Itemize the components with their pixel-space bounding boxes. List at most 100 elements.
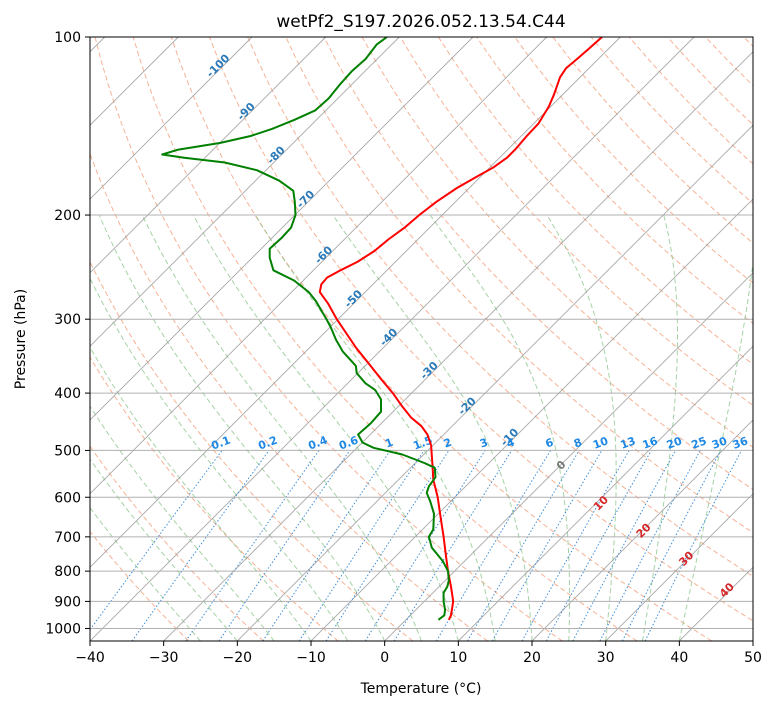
dry-adiabat-line: [437, 37, 753, 365]
x-tick-label: −10: [296, 650, 326, 666]
plot-frame: [89, 36, 754, 642]
y-tick-label: 700: [54, 530, 81, 546]
dry-adiabat-line: [94, 37, 563, 641]
mixing-ratio-line: [185, 450, 320, 641]
x-tick-label: 20: [523, 650, 541, 666]
isotherm-line: [90, 37, 327, 274]
moist-adiabat-line: [546, 214, 617, 641]
dry-adiabat-line: [399, 37, 753, 407]
mixing-ratio-label: 8: [572, 436, 584, 451]
y-tick-label: 500: [54, 443, 81, 459]
mixing-ratio-line: [435, 450, 552, 641]
dry-adiabat-line: [209, 37, 753, 622]
temperature-profile-line: [318, 37, 603, 621]
x-tick-label: −40: [75, 650, 105, 666]
isotherm-line: [236, 124, 753, 641]
mixing-ratio-line: [644, 450, 742, 641]
mixing-ratio-label: 0.1: [210, 434, 233, 453]
mixing-ratio-label: 10: [591, 434, 610, 452]
y-axis-label: Pressure (hPa): [13, 289, 29, 389]
isotherm-line: [163, 51, 753, 641]
mixing-ratio-line: [599, 450, 701, 641]
dry-adiabat-line: [247, 37, 753, 577]
dry-adiabat-line: [90, 356, 339, 641]
mixing-ratio-line: [298, 450, 425, 641]
mixing-ratio-line: [521, 450, 630, 641]
isotherm-line: [90, 37, 253, 200]
moist-adiabat-line: [90, 277, 349, 641]
x-axis-ticks: −40 −30 −20 −10 0 10 20 30 40 50: [75, 641, 762, 666]
y-tick-label: 800: [54, 564, 81, 580]
isotherm-line: [531, 419, 753, 641]
mixing-ratio-line: [393, 450, 513, 641]
dewpoint-profile-line: [161, 37, 450, 621]
isotherm-line: [457, 345, 753, 641]
x-tick-label: −20: [223, 650, 253, 666]
mixing-ratio-line: [90, 450, 223, 631]
plot-border: [89, 36, 754, 642]
x-tick-label: 10: [449, 650, 467, 666]
moist-adiabat-line: [98, 214, 386, 641]
y-tick-label: 1000: [45, 621, 81, 637]
x-tick-label: 50: [744, 650, 762, 666]
dry-adiabat-line: [90, 530, 190, 641]
mixing-ratio-label: 0.2: [256, 434, 279, 453]
dry-adiabat-line: [323, 37, 753, 491]
dry-adiabat-line: [514, 37, 753, 284]
mixing-ratio-label: 16: [641, 434, 660, 452]
mixing-ratio-label: 6: [544, 436, 556, 451]
moist-adiabat-line: [141, 214, 422, 641]
y-tick-label: 400: [54, 386, 81, 402]
isotherm-line: [605, 493, 753, 641]
isotherm-line: [310, 198, 753, 641]
isotherm-line: [384, 272, 753, 641]
y-tick-label: 900: [54, 594, 81, 610]
y-tick-label: 100: [54, 30, 81, 46]
isotherm-line: [90, 37, 621, 568]
mixing-ratio-line: [218, 450, 351, 641]
isotherm-line: [90, 37, 548, 495]
mixing-ratio-line: [325, 450, 450, 641]
dry-adiabat-line: [132, 37, 638, 641]
mixing-ratio-label: 30: [710, 434, 729, 452]
mixing-ratio-label: 0.6: [337, 434, 360, 453]
x-tick-label: −30: [149, 650, 179, 666]
isotherm-line: [90, 37, 400, 347]
mixing-ratio-label: 2: [442, 436, 454, 451]
x-axis-label: Temperature (°C): [360, 681, 482, 697]
isotherm-line: [90, 37, 474, 421]
moist-adiabat-line: [90, 506, 201, 641]
moist-adiabat-line: [90, 458, 238, 641]
moist-adiabat-line: [90, 346, 312, 641]
chart-title: wetPf2_S197.2026.052.13.54.C44: [276, 12, 565, 32]
mixing-ratio-labels: 0.1 0.2 0.4 0.6 1 1.5 2 3 4 6 8 10 13 16 20 25 30 36: [210, 434, 751, 453]
plot-area: [90, 37, 753, 641]
mixing-ratio-line: [545, 450, 652, 641]
mixing-ratio-line: [621, 450, 722, 641]
x-tick-label: 40: [670, 650, 688, 666]
dry-adiabat-line: [90, 445, 264, 641]
isotherm-line: [752, 640, 753, 641]
y-tick-label: 300: [54, 312, 81, 328]
y-axis-ticks: 100 200 300 400 500 600 700 800 900 1000: [45, 30, 90, 637]
mixing-ratio-line: [262, 450, 391, 641]
mixing-ratio-label: 1: [383, 436, 395, 451]
mixing-ratio-line: [131, 450, 270, 641]
mixing-ratio-label: 13: [619, 434, 638, 451]
dry-adiabat-line: [90, 152, 488, 641]
x-tick-label: 30: [597, 650, 615, 666]
moist-adiabat-line: [255, 214, 496, 641]
sounding-profiles: [161, 37, 603, 621]
mixing-ratio-line: [572, 450, 676, 641]
moist-adiabat-line: [678, 258, 753, 641]
mixing-ratio-line: [364, 450, 486, 641]
mixing-ratio-label: 36: [731, 434, 750, 452]
y-tick-label: 600: [54, 490, 81, 506]
isotherm-line: [90, 37, 695, 641]
mixing-ratio-label: 3: [478, 436, 490, 451]
moist-adiabat-line: [192, 214, 459, 641]
y-tick-label: 200: [54, 208, 81, 224]
plot-background: [90, 37, 753, 641]
